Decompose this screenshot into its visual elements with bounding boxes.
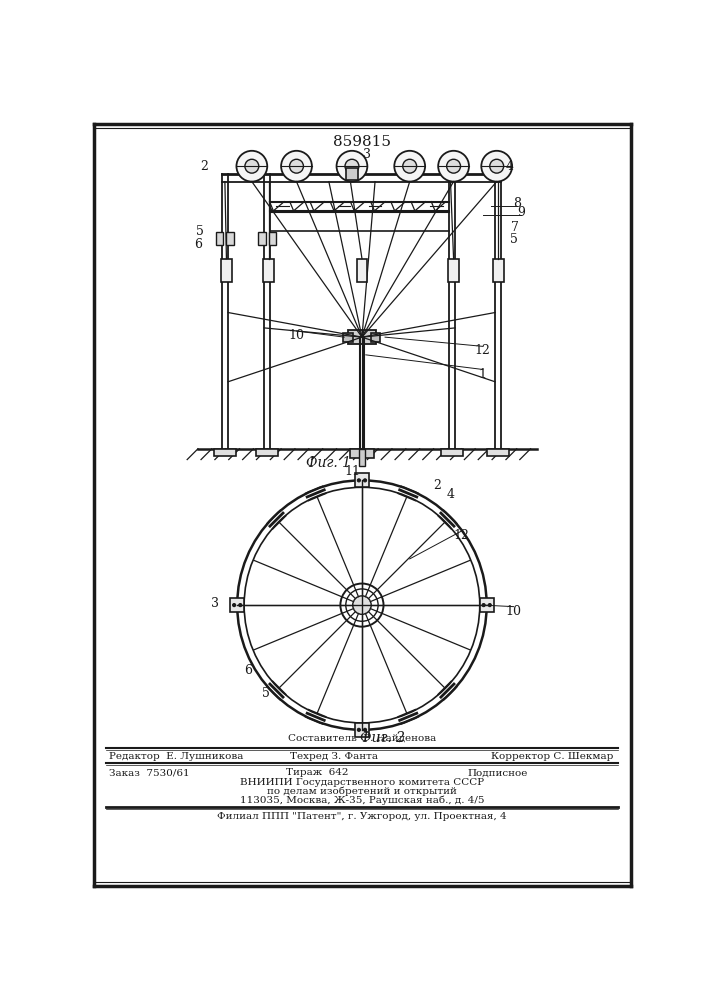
Circle shape [233, 604, 235, 607]
Text: 6: 6 [194, 238, 202, 251]
Text: 7: 7 [511, 221, 519, 234]
Circle shape [337, 151, 368, 182]
Circle shape [345, 159, 359, 173]
Text: 11: 11 [344, 465, 360, 478]
Circle shape [482, 604, 485, 607]
Text: Подписное: Подписное [467, 768, 528, 777]
Bar [226, 232, 234, 245]
Bar [269, 232, 276, 245]
Circle shape [490, 159, 503, 173]
Text: 2: 2 [200, 160, 208, 173]
Circle shape [363, 728, 366, 731]
Bar [257, 449, 278, 456]
Text: 12: 12 [453, 529, 469, 542]
Text: 10: 10 [288, 329, 305, 342]
Text: Редактор  Е. Лушникова: Редактор Е. Лушникова [110, 752, 244, 761]
Bar [448, 259, 459, 282]
Text: 4: 4 [447, 488, 455, 501]
Circle shape [395, 151, 425, 182]
Text: Тираж  642: Тираж 642 [286, 768, 349, 777]
Circle shape [245, 159, 259, 173]
Bar [344, 333, 353, 342]
Bar [356, 259, 368, 282]
Text: 5: 5 [510, 233, 518, 246]
Circle shape [357, 728, 361, 731]
Bar [493, 259, 503, 282]
Bar [348, 330, 376, 344]
Text: 4: 4 [506, 160, 514, 173]
Text: Составитель  Р. Найденова: Составитель Р. Найденова [288, 734, 436, 743]
Bar [371, 333, 380, 342]
Text: 6: 6 [244, 664, 252, 677]
Circle shape [363, 479, 366, 482]
Text: 5: 5 [262, 687, 269, 700]
Text: Техред З. Фанта: Техред З. Фанта [291, 752, 378, 761]
Text: 3: 3 [211, 597, 219, 610]
Circle shape [489, 604, 491, 607]
Circle shape [239, 604, 242, 607]
Bar [355, 473, 369, 487]
Text: ВНИИПИ Государственного комитета СССР: ВНИИПИ Государственного комитета СССР [240, 778, 484, 787]
Text: Фиг. 2: Фиг. 2 [361, 731, 405, 745]
Circle shape [353, 596, 371, 614]
Bar [264, 259, 274, 282]
Text: 859815: 859815 [333, 135, 391, 149]
Circle shape [447, 159, 460, 173]
Circle shape [403, 159, 416, 173]
Circle shape [481, 151, 512, 182]
Bar [216, 232, 223, 245]
Bar [441, 449, 463, 456]
Bar [359, 449, 365, 466]
Bar [230, 598, 244, 612]
Bar [487, 449, 509, 456]
Text: 10: 10 [506, 605, 522, 618]
Text: Корректор С. Шекмар: Корректор С. Шекмар [491, 752, 613, 761]
Text: 5: 5 [197, 225, 204, 238]
Bar [221, 259, 232, 282]
Bar [214, 449, 235, 456]
Text: 2: 2 [433, 479, 440, 492]
Circle shape [438, 151, 469, 182]
Text: по делам изобретений и открытий: по делам изобретений и открытий [267, 787, 457, 796]
Circle shape [236, 151, 267, 182]
Circle shape [281, 151, 312, 182]
Text: 8: 8 [513, 197, 522, 210]
Text: 1: 1 [479, 368, 487, 381]
Bar [355, 723, 369, 737]
Bar [351, 449, 373, 458]
Text: 12: 12 [475, 344, 491, 358]
Text: Фиг. 1: Фиг. 1 [306, 456, 351, 470]
Bar [346, 168, 358, 180]
Text: 113035, Москва, Ж-35, Раушская наб., д. 4/5: 113035, Москва, Ж-35, Раушская наб., д. … [240, 796, 484, 805]
Text: 9: 9 [518, 206, 525, 219]
Text: 3: 3 [363, 148, 371, 161]
Text: Заказ  7530/61: Заказ 7530/61 [110, 768, 190, 777]
Circle shape [290, 159, 303, 173]
Bar [258, 232, 266, 245]
Circle shape [357, 479, 361, 482]
Text: Филиал ППП "Патент", г. Ужгород, ул. Проектная, 4: Филиал ППП "Патент", г. Ужгород, ул. Про… [217, 812, 507, 821]
Bar [480, 598, 493, 612]
